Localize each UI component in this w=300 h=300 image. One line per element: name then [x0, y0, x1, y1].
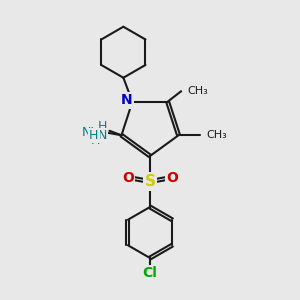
Text: O: O — [122, 172, 134, 185]
Text: H: H — [97, 120, 107, 133]
Text: N: N — [97, 129, 107, 142]
Text: N: N — [121, 93, 133, 107]
Text: Cl: Cl — [142, 266, 158, 280]
Text: S: S — [145, 174, 155, 189]
Text: CH₃: CH₃ — [206, 130, 227, 140]
Text: CH₃: CH₃ — [188, 86, 208, 96]
Text: H: H — [91, 134, 101, 147]
Text: H: H — [89, 129, 99, 142]
Text: NH: NH — [82, 126, 100, 139]
Text: O: O — [166, 172, 178, 185]
